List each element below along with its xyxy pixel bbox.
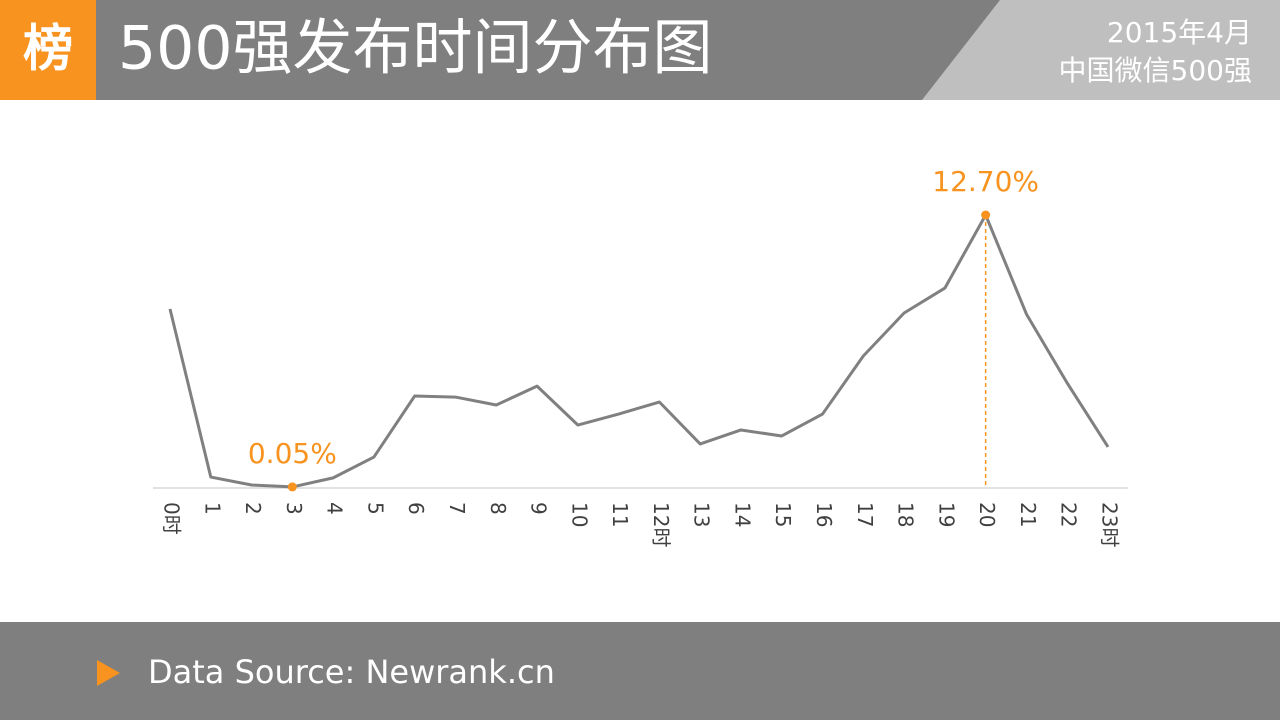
x-tick-label: 22 [1057, 502, 1081, 527]
x-tick-label: 20 [975, 502, 999, 527]
x-tick-label: 6 [404, 502, 428, 515]
point [287, 482, 297, 492]
point [981, 210, 991, 220]
x-tick-label: 17 [853, 502, 877, 527]
x-tick-label: 7 [445, 502, 469, 515]
x-tick-label: 10 [567, 502, 591, 527]
x-tick-label: 16 [812, 502, 836, 527]
x-tick-label: 2 [241, 502, 265, 515]
x-tick-label: 4 [323, 502, 347, 515]
x-tick-label: 0时 [160, 502, 184, 535]
logo: 榜 [23, 20, 73, 78]
x-tick-label: 18 [894, 502, 918, 527]
x-tick-label: 14 [730, 502, 754, 527]
x-tick-label: 13 [690, 502, 714, 527]
x-tick-label: 15 [771, 502, 795, 527]
footer-arrow [97, 660, 120, 686]
footer-band [0, 622, 1280, 720]
x-tick-label: 12时 [649, 502, 673, 547]
header-label: 中国微信500强 [1059, 54, 1252, 87]
header-accent [922, 0, 1280, 100]
value-label: 0.05% [248, 437, 337, 470]
source: Data Source: Newrank.cn [148, 653, 555, 691]
chart-title: 500强发布时间分布图 [118, 14, 713, 84]
x-tick-label: 23时 [1098, 502, 1122, 547]
x-tick-label: 3 [282, 502, 306, 515]
x-tick-label: 8 [486, 502, 510, 515]
date: 2015年4月 [1107, 16, 1252, 49]
x-tick-label: 9 [527, 502, 551, 515]
x-tick-label: 19 [934, 502, 958, 527]
line [168, 213, 1110, 489]
logo-box [0, 0, 96, 100]
x-tick-label: 21 [1016, 502, 1040, 527]
x-tick-label: 1 [200, 502, 224, 515]
x-tick-label: 5 [363, 502, 387, 515]
x-tick-label: 11 [608, 502, 632, 527]
value-label: 12.70% [932, 165, 1039, 198]
